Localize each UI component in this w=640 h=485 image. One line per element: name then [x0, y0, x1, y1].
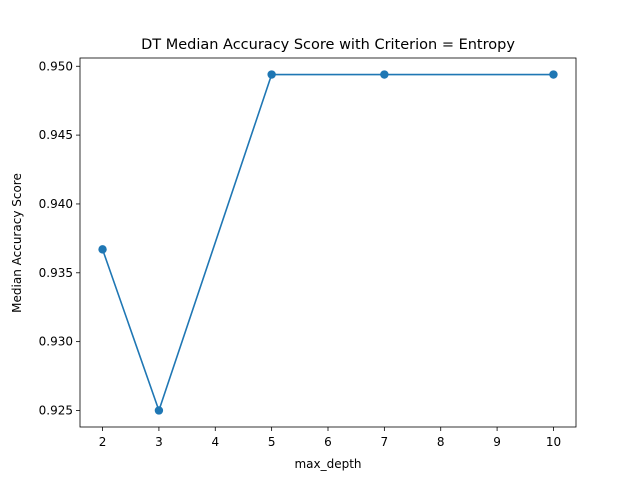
y-tick-label: 0.935 [39, 266, 73, 280]
x-tick-label: 2 [99, 435, 107, 449]
x-tick-label: 9 [493, 435, 501, 449]
data-point [267, 70, 276, 79]
data-point [549, 70, 558, 79]
data-point [98, 245, 107, 254]
x-tick-label: 3 [155, 435, 163, 449]
x-tick-label: 5 [268, 435, 276, 449]
x-tick-label: 8 [437, 435, 445, 449]
x-axis-label: max_depth [294, 457, 361, 471]
axes-frame [79, 57, 577, 428]
y-tick-label: 0.925 [39, 403, 73, 417]
data-point [154, 406, 164, 415]
y-tick-label: 0.945 [39, 128, 73, 142]
y-tick-label: 0.940 [39, 197, 73, 211]
chart-title: DT Median Accuracy Score with Criterion … [141, 37, 515, 53]
data-point [380, 70, 389, 79]
x-tick-label: 10 [546, 435, 561, 449]
y-tick-label: 0.930 [39, 335, 73, 349]
x-tick-label: 7 [381, 435, 389, 449]
plot-area: 2 3 4 5 6 7 8 9 10 0.925 0.930 0.935 0.940 0.945 0.950 [39, 57, 577, 449]
y-axis-label: Median Accuracy Score [10, 173, 24, 313]
x-tick-label: 6 [324, 435, 332, 449]
x-tick-label: 4 [211, 435, 219, 449]
y-tick-label: 0.950 [39, 59, 73, 73]
